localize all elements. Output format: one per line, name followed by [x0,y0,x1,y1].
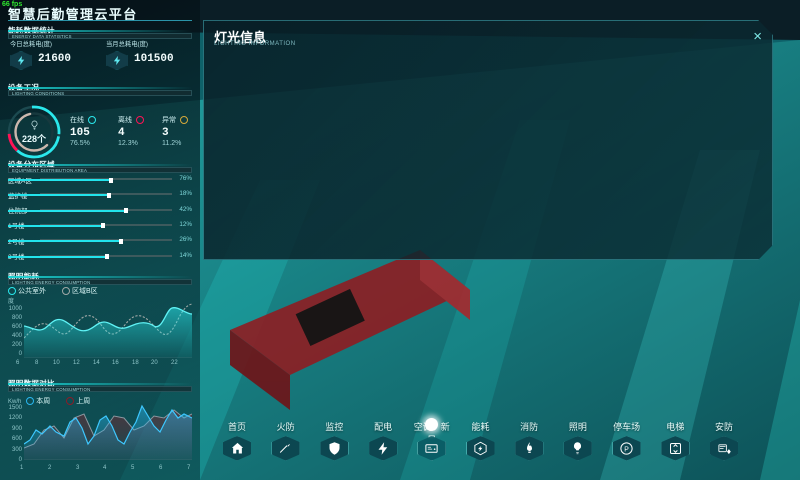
svg-text:P: P [624,446,629,453]
